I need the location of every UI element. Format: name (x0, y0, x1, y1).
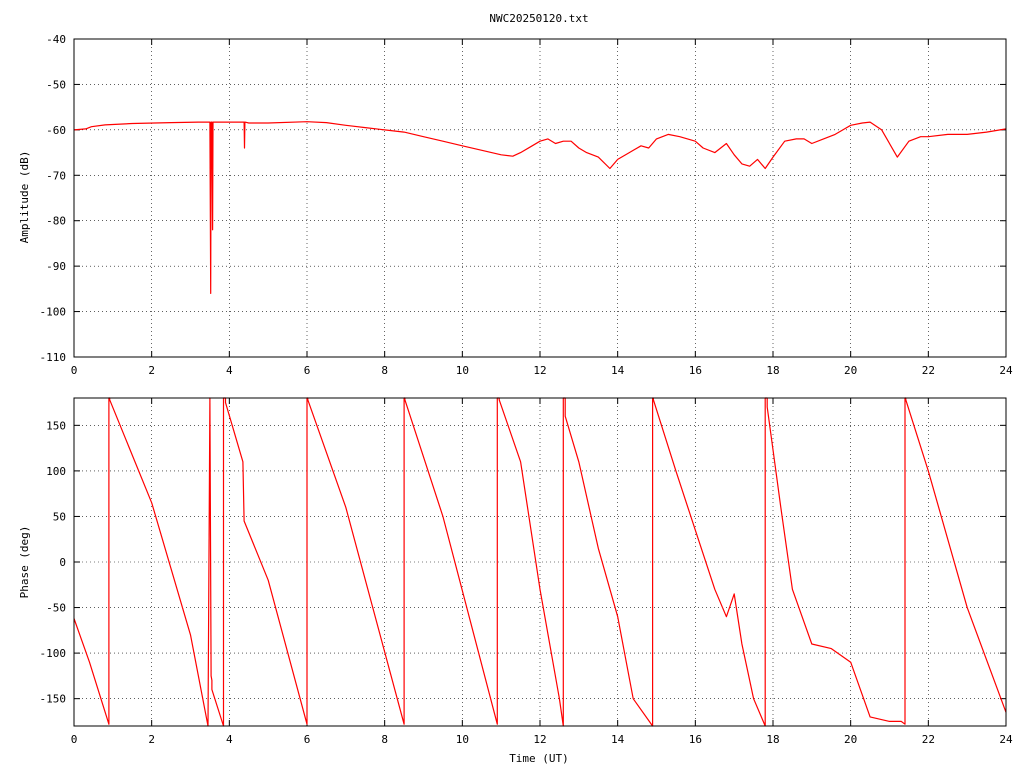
phase-x-tick-label: 4 (226, 733, 233, 746)
phase-axes-frame (73, 397, 1007, 727)
amplitude-x-tick-label: 2 (148, 364, 155, 377)
amplitude-y-tick-label: -100 (40, 306, 67, 319)
amplitude-x-tick-label: 22 (922, 364, 935, 377)
amplitude-x-tick-label: 16 (689, 364, 702, 377)
phase-x-tick-label: 8 (381, 733, 388, 746)
amplitude-x-tick-label: 6 (304, 364, 311, 377)
amplitude-y-tick-label: -40 (46, 33, 66, 46)
phase-y-tick-label: -150 (40, 693, 67, 706)
amplitude-x-tick-label: 8 (381, 364, 388, 377)
phase-x-tick-label: 10 (456, 733, 469, 746)
amplitude-x-tick-label: 10 (456, 364, 469, 377)
chart-title: NWC20250120.txt (489, 12, 588, 25)
phase-y-tick-label: 150 (46, 419, 66, 432)
amplitude-y-tick-label: -90 (46, 260, 66, 273)
phase-x-tick-label: 20 (844, 733, 857, 746)
phase-x-tick-label: 24 (999, 733, 1013, 746)
phase-x-tick-label: 0 (71, 733, 78, 746)
amplitude-y-tick-label: -70 (46, 169, 66, 182)
amplitude-axis-label: Amplitude (dB) (18, 151, 31, 244)
amplitude-x-tick-label: 20 (844, 364, 857, 377)
phase-x-tick-label: 18 (766, 733, 779, 746)
phase-y-tick-label: -50 (46, 602, 66, 615)
amplitude-axes-frame (73, 38, 1007, 358)
phase-y-tick-label: 100 (46, 465, 66, 478)
phase-x-tick-label: 16 (689, 733, 702, 746)
phase-x-tick-label: 22 (922, 733, 935, 746)
amplitude-x-tick-label: 18 (766, 364, 779, 377)
phase-x-tick-label: 2 (148, 733, 155, 746)
amplitude-y-tick-label: -50 (46, 78, 66, 91)
amplitude-y-tick-label: -80 (46, 215, 66, 228)
time-axis-label: Time (UT) (509, 752, 569, 765)
amplitude-x-tick-label: 4 (226, 364, 233, 377)
phase-plot: 0 2 4 6 8 10 12 14 16 18 20 22 24150100500-50-100-15… (40, 397, 1013, 746)
phase-x-tick-label: 6 (304, 733, 311, 746)
amplitude-x-tick-label: 0 (71, 364, 78, 377)
phase-y-tick-label: 50 (53, 510, 66, 523)
phase-y-tick-label: 0 (59, 556, 66, 569)
amplitude-series-line (73, 121, 1007, 294)
amplitude-x-tick-label: 14 (611, 364, 625, 377)
amplitude-y-tick-label: -110 (40, 351, 67, 364)
amplitude-y-tick-label: -60 (46, 124, 66, 137)
amplitude-plot: 0 2 4 6 8 10 12 14 16 18 20 22 24-40-50-60-70-80-90-… (40, 33, 1013, 377)
amplitude-x-tick-label: 24 (999, 364, 1013, 377)
phase-x-tick-label: 14 (611, 733, 625, 746)
phase-y-tick-label: -100 (40, 647, 67, 660)
phase-axis-label: Phase (deg) (18, 526, 31, 599)
phase-x-tick-label: 12 (533, 733, 546, 746)
amplitude-x-tick-label: 12 (533, 364, 546, 377)
